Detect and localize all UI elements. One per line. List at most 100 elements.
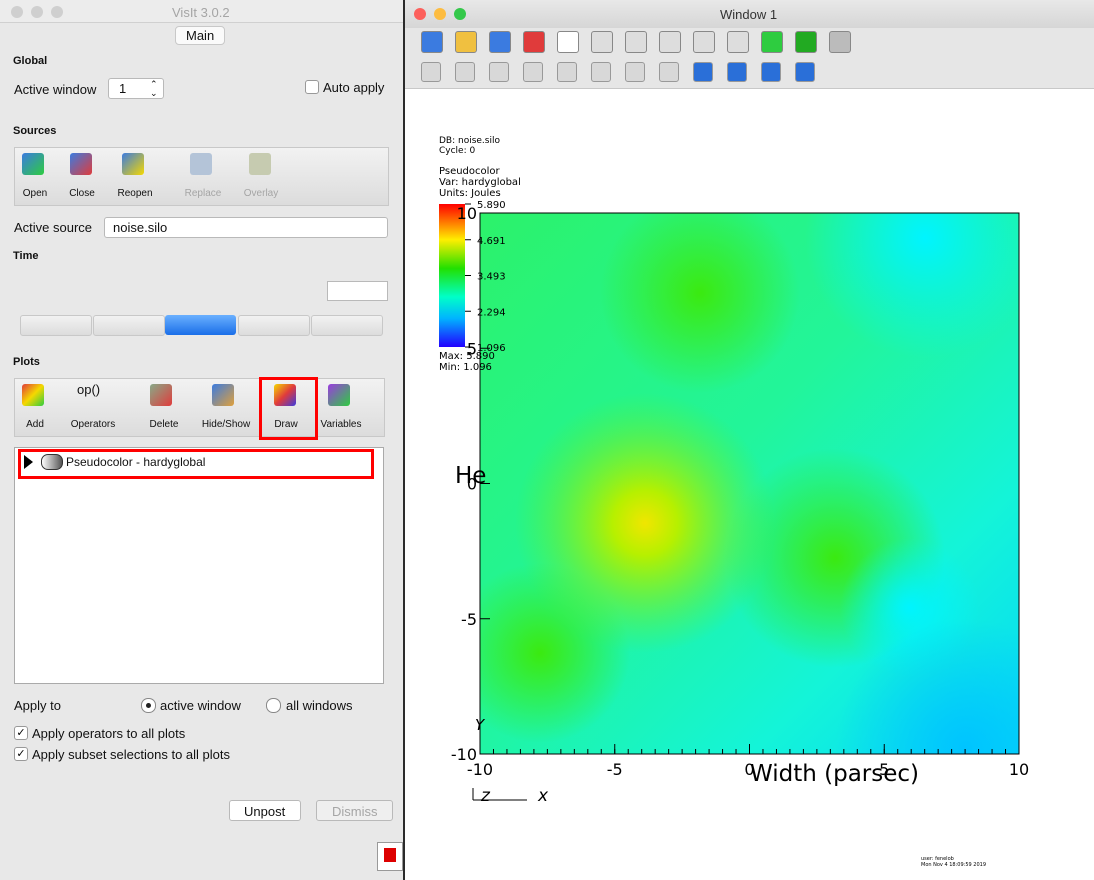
toolbar-icon[interactable] xyxy=(795,62,815,82)
close-light[interactable] xyxy=(11,6,23,18)
toolbar-icon[interactable] xyxy=(489,31,511,53)
user-label: user: fenelob xyxy=(921,856,954,862)
min-light[interactable] xyxy=(434,8,446,20)
button-label: Operators xyxy=(70,419,116,430)
plot-entry: Pseudocolor - hardyglobal xyxy=(66,455,206,469)
toolbar-icon[interactable] xyxy=(829,31,851,53)
toolbar-icon[interactable] xyxy=(659,62,679,82)
plot-info: DB: noise.silo xyxy=(439,136,500,146)
button-label: Dismiss xyxy=(332,804,378,819)
checkbox-label: Auto apply xyxy=(323,80,385,95)
toolbar-icon[interactable] xyxy=(523,31,545,53)
alert-icon[interactable] xyxy=(377,842,403,871)
toolbar-icon[interactable] xyxy=(557,31,579,53)
toolbar-icon[interactable] xyxy=(421,62,441,82)
checkbox-checked[interactable]: ✓ xyxy=(14,747,28,761)
toolbar-icon[interactable] xyxy=(625,62,645,82)
window-title: Window 1 xyxy=(720,7,778,22)
toolbar-icon[interactable] xyxy=(591,62,611,82)
toolbar-icon[interactable] xyxy=(591,31,613,53)
toolbar-icon[interactable] xyxy=(455,31,477,53)
y-tick-label: 10 xyxy=(457,204,477,223)
legend-tick-label: 1.096 xyxy=(477,343,506,354)
button-label: Reopen xyxy=(117,188,153,199)
reopen-icon[interactable] xyxy=(122,153,144,175)
toolbar-icon[interactable] xyxy=(659,31,681,53)
y-tick-label: -10 xyxy=(451,745,477,764)
legend-title: Pseudocolor xyxy=(439,166,500,177)
window-title: VisIt 3.0.2 xyxy=(172,5,230,20)
max-light[interactable] xyxy=(454,8,466,20)
toolbar-icon[interactable] xyxy=(693,62,713,82)
overlay-icon xyxy=(249,153,271,175)
spin-arrows: ⌃ ⌄ xyxy=(150,79,158,98)
close-icon[interactable] xyxy=(70,153,92,175)
radio-dot xyxy=(146,703,151,708)
expand-arrow[interactable] xyxy=(24,455,33,469)
toolbar xyxy=(14,378,385,437)
x-axis-title: Width (parsec) xyxy=(750,761,920,787)
stop-button[interactable] xyxy=(165,315,236,335)
radio-selected[interactable] xyxy=(141,698,156,713)
toolbar-icon[interactable] xyxy=(795,31,817,53)
toolbar-icon[interactable] xyxy=(523,62,543,82)
button-label: Overlay xyxy=(243,188,279,199)
visibility-icon[interactable] xyxy=(41,454,63,470)
checkbox-label: Apply operators to all plots xyxy=(32,726,186,741)
open-icon[interactable] xyxy=(22,153,44,175)
toolbar-icon[interactable] xyxy=(489,62,509,82)
toolbar-icon[interactable] xyxy=(625,31,647,53)
min-light[interactable] xyxy=(31,6,43,18)
button-label: Hide/Show xyxy=(201,419,251,430)
play-button[interactable] xyxy=(20,315,92,336)
y-axis-title: He xyxy=(455,463,487,489)
checkbox[interactable] xyxy=(305,80,319,94)
toolbar-icon[interactable] xyxy=(761,31,783,53)
toolbar-icon[interactable] xyxy=(727,31,749,53)
triad-label: z xyxy=(481,786,490,806)
tab-label: Main xyxy=(186,28,215,43)
radio[interactable] xyxy=(266,698,281,713)
max-light[interactable] xyxy=(51,6,63,18)
button: Dismiss xyxy=(316,800,393,821)
toolbar-icon[interactable] xyxy=(557,62,577,82)
button-label: Open xyxy=(22,188,48,199)
toolbar-icon[interactable] xyxy=(727,62,747,82)
plot-canvas: 5.890 4.691 3.493 2.294 1.096 -10 -5 0 5 10 10 5 0 -5… xyxy=(439,200,1029,801)
button-label: Add xyxy=(26,419,44,430)
delete-icon[interactable] xyxy=(150,384,172,406)
legend-units: Units: Joules xyxy=(439,188,501,199)
toolbar-icon[interactable] xyxy=(693,31,715,53)
label: Apply to xyxy=(14,698,61,713)
close-light[interactable] xyxy=(414,8,426,20)
axes: 5.890 4.691 3.493 2.294 1.096 -10 -5 0 5 10 10 5 0 -5… xyxy=(451,200,1029,779)
add-icon[interactable] xyxy=(22,384,44,406)
play-button[interactable] xyxy=(311,315,383,336)
checkbox-checked[interactable]: ✓ xyxy=(14,726,28,740)
combo-box[interactable]: noise.silo xyxy=(104,217,388,238)
spinbox[interactable]: 1 ⌃ ⌄ xyxy=(108,78,164,99)
x-tick-label: -10 xyxy=(467,760,493,779)
label: Active source xyxy=(14,220,93,235)
variables-icon[interactable] xyxy=(328,384,350,406)
time-field[interactable] xyxy=(327,281,388,301)
y-tick-label: 5 xyxy=(467,339,477,358)
button-label: Variables xyxy=(320,419,362,430)
toolbar-icon[interactable] xyxy=(421,31,443,53)
alert-mark xyxy=(384,848,396,862)
tab[interactable]: Main xyxy=(175,26,225,45)
play-button[interactable] xyxy=(238,315,310,336)
toolbar-icon[interactable] xyxy=(455,62,475,82)
tool-icons xyxy=(405,28,1094,88)
button[interactable]: Unpost xyxy=(229,800,301,821)
y-tick-label: 0 xyxy=(467,475,477,494)
section-heading: Sources xyxy=(13,125,57,137)
combo-value: noise.silo xyxy=(113,220,168,235)
hide-show-icon[interactable] xyxy=(212,384,234,406)
toolbar-icon[interactable] xyxy=(761,62,781,82)
play-button[interactable] xyxy=(93,315,165,336)
draw-icon[interactable] xyxy=(274,384,296,406)
plot-row[interactable] xyxy=(18,449,374,479)
section-heading: Global xyxy=(13,55,48,67)
legend-tick-label: 5.890 xyxy=(477,200,506,211)
